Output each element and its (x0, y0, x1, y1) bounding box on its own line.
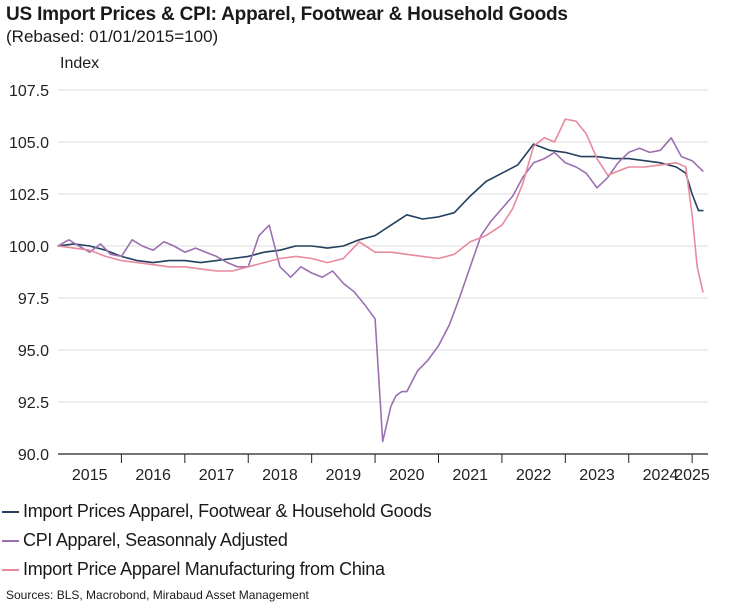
source-note: Sources: BLS, Macrobond, Mirabaud Asset … (6, 588, 309, 602)
chart-title: US Import Prices & CPI: Apparel, Footwea… (6, 4, 568, 25)
y-tick-label: 92.5 (18, 395, 49, 412)
x-axis-ticks: 2015 2016 2017 2018 2019 2020 2021 2022 2023 2024… (72, 454, 710, 484)
y-axis-ticks: 90.0 92.5 95.0 97.5 100.0 102.5 105.0 107.5 (9, 83, 49, 464)
legend-label: Import Price Apparel Manufacturing from … (23, 559, 385, 579)
legend-item: CPI Apparel, Seasonnaly Adjusted (2, 526, 432, 555)
legend-item: Import Prices Apparel, Footwear & Househ… (2, 497, 432, 526)
x-tick-label: 2018 (262, 467, 298, 484)
legend-label: Import Prices Apparel, Footwear & Househ… (23, 501, 432, 521)
legend-swatch-china-import (2, 568, 19, 571)
series-line (57, 118, 704, 293)
x-tick-label: 2025 (674, 467, 710, 484)
x-tick-label: 2015 (72, 467, 108, 484)
y-tick-label: 90.0 (18, 447, 49, 464)
y-tick-label: 100.0 (9, 239, 49, 256)
y-tick-label: 102.5 (9, 187, 49, 204)
x-tick-label: 2021 (452, 467, 488, 484)
y-tick-label: 97.5 (18, 291, 49, 308)
y-tick-label: 95.0 (18, 343, 49, 360)
line-chart: 90.0 92.5 95.0 97.5 100.0 102.5 105.0 107.5 201… (9, 83, 710, 484)
chart-subtitle: (Rebased: 01/01/2015=100) (6, 27, 219, 46)
x-tick-label: 2016 (135, 467, 171, 484)
y-tick-label: 107.5 (9, 83, 49, 100)
x-tick-label: 2024 (643, 467, 679, 484)
legend-label: CPI Apparel, Seasonnaly Adjusted (23, 530, 288, 550)
legend-item: Import Price Apparel Manufacturing from … (2, 555, 432, 584)
y-tick-label: 105.0 (9, 135, 49, 152)
legend-swatch-import-prices (2, 510, 19, 513)
series-line (57, 137, 704, 443)
x-tick-label: 2022 (516, 467, 552, 484)
x-tick-label: 2017 (199, 467, 235, 484)
series-line (57, 143, 704, 264)
x-tick-label: 2023 (579, 467, 615, 484)
x-tick-label: 2020 (389, 467, 425, 484)
legend: Import Prices Apparel, Footwear & Househ… (2, 497, 432, 584)
legend-swatch-cpi-apparel (2, 539, 19, 542)
gridlines (58, 89, 708, 455)
y-axis-label: Index (60, 55, 100, 72)
series-lines (57, 118, 704, 443)
x-tick-label: 2019 (326, 467, 362, 484)
